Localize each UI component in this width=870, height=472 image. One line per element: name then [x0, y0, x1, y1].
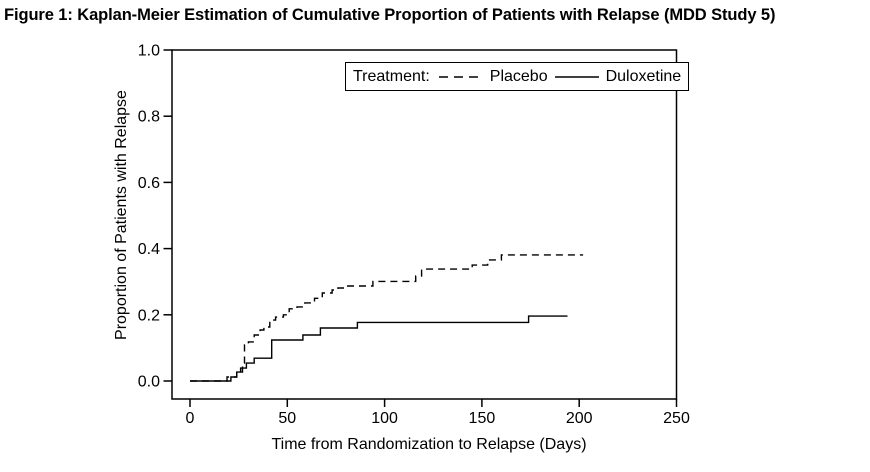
x-tick-label: 150 [469, 410, 496, 427]
solid-line-sample-icon [554, 75, 599, 78]
legend-entry-placebo: Placebo [489, 67, 548, 85]
y-tick-label: 0.8 [138, 109, 160, 126]
dashed-line-sample-icon [438, 75, 483, 78]
legend: Treatment: Placebo Duloxetine [345, 62, 690, 91]
placebo-curve [190, 254, 584, 382]
x-axis-title: Time from Randomization to Relapse (Days… [271, 436, 587, 453]
figure-title: Figure 1: Kaplan-Meier Estimation of Cum… [4, 6, 776, 24]
plot-frame [171, 49, 678, 400]
y-tick-label: 1.0 [138, 43, 160, 60]
x-tick-label: 100 [371, 410, 398, 427]
legend-title: Treatment: [353, 67, 430, 85]
x-tick-label: 0 [186, 410, 195, 427]
x-tick-label: 50 [278, 410, 296, 427]
x-tick-label: 250 [663, 410, 690, 427]
x-tick-label: 200 [566, 410, 593, 427]
y-tick-label: 0.2 [138, 307, 160, 324]
y-tick-label: 0.6 [138, 175, 160, 192]
y-tick-label: 0.4 [138, 241, 160, 258]
y-axis-title: Proportion of Patients with Relapse [113, 90, 130, 340]
legend-entry-duloxetine: Duloxetine [605, 67, 682, 85]
y-tick-label: 0.0 [138, 374, 160, 391]
duloxetine-curve [190, 315, 568, 382]
